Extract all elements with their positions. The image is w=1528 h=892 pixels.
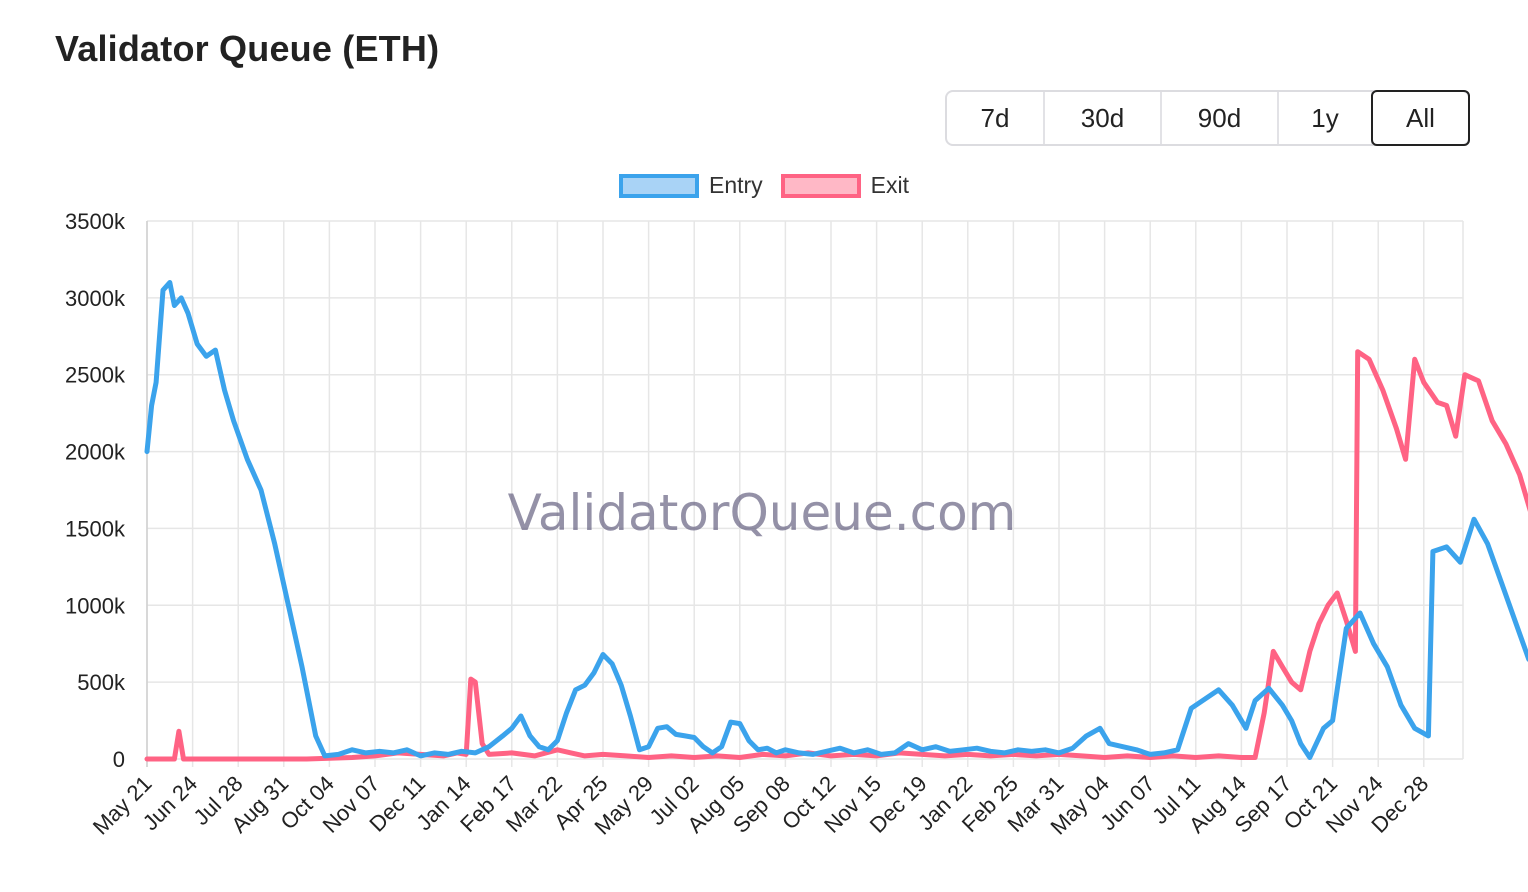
y-tick-label: 1500k <box>65 516 126 541</box>
legend-swatch-entry <box>618 173 699 198</box>
y-tick-label: 2000k <box>65 440 126 465</box>
legend-swatch-exit <box>780 173 861 198</box>
range-all-button[interactable]: All <box>1371 90 1470 146</box>
entry-series-line <box>144 280 1528 760</box>
legend-item-entry[interactable]: Entry <box>618 172 763 199</box>
y-tick-label: 2500k <box>65 363 126 388</box>
legend-item-exit[interactable]: Exit <box>780 172 910 199</box>
legend-label-exit: Exit <box>870 172 910 198</box>
x-tick-label: May 21 <box>88 771 157 840</box>
exit-series-line <box>144 349 1528 762</box>
y-tick-label: 3000k <box>65 286 126 311</box>
time-range-selector: 7d 30d 90d 1y All <box>945 90 1470 146</box>
y-tick-label: 3500k <box>65 209 126 234</box>
range-30d-button[interactable]: 30d <box>1045 92 1162 144</box>
y-tick-label: 500k <box>77 670 126 695</box>
range-7d-button[interactable]: 7d <box>947 92 1045 144</box>
range-90d-button[interactable]: 90d <box>1162 92 1279 144</box>
y-tick-label: 0 <box>113 747 125 772</box>
legend-label-entry: Entry <box>708 172 763 198</box>
chart-legend: Entry Exit <box>0 172 1528 199</box>
y-tick-label: 1000k <box>65 593 126 618</box>
page-title: Validator Queue (ETH) <box>55 28 440 69</box>
grid <box>146 220 1464 767</box>
